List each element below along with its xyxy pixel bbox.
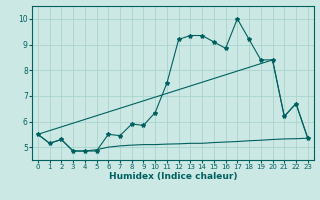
X-axis label: Humidex (Indice chaleur): Humidex (Indice chaleur) <box>108 172 237 181</box>
